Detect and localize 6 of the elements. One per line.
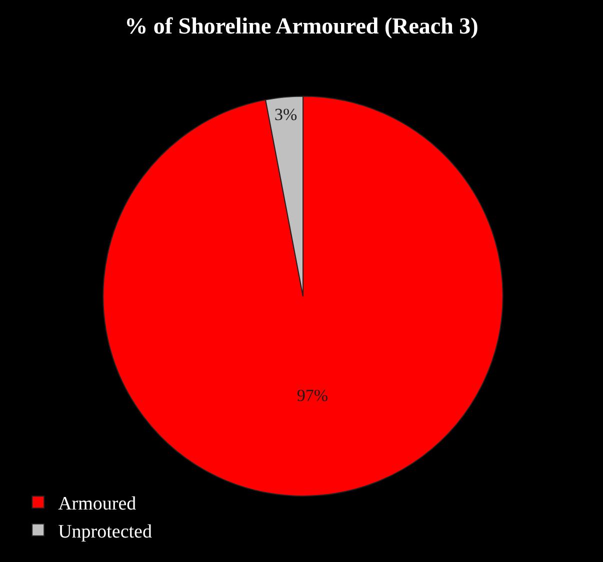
legend-label: Armoured bbox=[58, 494, 137, 515]
chart-title: % of Shoreline Armoured (Reach 3) bbox=[124, 13, 478, 38]
data-label: 97% bbox=[296, 386, 328, 406]
legend-label: Unprotected bbox=[58, 521, 152, 542]
pie-slice bbox=[102, 96, 504, 496]
data-label: 3% bbox=[274, 104, 298, 124]
